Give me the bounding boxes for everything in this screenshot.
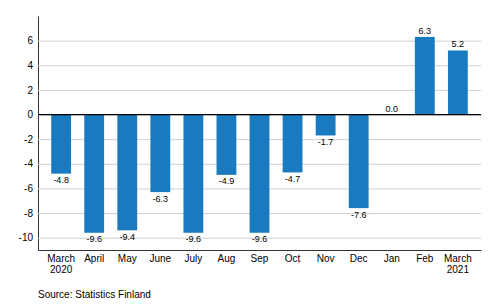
x-tick-label-line: Sep	[251, 253, 269, 264]
x-tick: Sep	[251, 250, 269, 264]
x-tick-label: July	[184, 253, 202, 264]
zero-line	[38, 114, 481, 115]
data-label: -1.7	[318, 137, 334, 147]
y-tick-label: -2	[24, 134, 33, 145]
data-label: 6.3	[419, 26, 432, 36]
data-label: 5.2	[452, 39, 465, 49]
bar	[183, 115, 203, 233]
x-tick: March2020	[47, 250, 75, 275]
y-tick: 6	[27, 35, 481, 46]
bar	[84, 115, 104, 233]
x-tick-label-line: May	[118, 253, 137, 264]
grid-line	[38, 90, 481, 91]
y-tick: 4	[27, 60, 481, 71]
bar	[349, 115, 369, 209]
source-note: Source: Statistics Finland	[38, 289, 151, 300]
x-tick-label: Sep	[251, 253, 269, 264]
bar	[250, 115, 270, 233]
x-tick: April	[84, 250, 104, 264]
x-axis-line	[39, 250, 482, 251]
x-tick-label-line: June	[149, 253, 171, 264]
x-tick: Nov	[317, 250, 335, 264]
x-tick: Jan	[384, 250, 400, 264]
data-label: -4.8	[53, 175, 69, 185]
data-labels: -4.8 -9.6 -9.4 -6.3 -9.6 -4.9 -9.6 -4.7 -1.7 -7.6…	[53, 26, 464, 244]
x-tick-label-line: Nov	[317, 253, 335, 264]
y-axis: -10 -8 -6 -4 -2 0 2 4 6	[19, 17, 481, 251]
y-tick-label: -4	[24, 158, 33, 169]
x-axis: March2020AprilMayJuneJulyAugSepOctNovDec…	[39, 250, 482, 275]
bar	[316, 115, 336, 136]
bar	[283, 115, 303, 173]
x-tick-label-line: Aug	[218, 253, 236, 264]
x-tick-label-line: July	[184, 253, 202, 264]
x-tick-label: March2021	[444, 253, 472, 275]
x-tick-label: May	[118, 253, 137, 264]
bar	[150, 115, 170, 193]
grid-line	[38, 65, 481, 66]
chart: -10-8-6-4-20246March2020AprilMayJuneJuly…	[0, 0, 493, 304]
y-tick: -10	[19, 232, 481, 243]
y-tick-label: 6	[27, 35, 33, 46]
x-tick: Aug	[218, 250, 236, 264]
y-tick-label: 2	[27, 85, 33, 96]
x-tick-label: Nov	[317, 253, 335, 264]
bar	[117, 115, 137, 231]
data-label: -4.7	[285, 174, 301, 184]
x-tick-label-line: March	[444, 253, 472, 264]
x-tick-label: Jan	[384, 253, 400, 264]
x-tick-label: Aug	[218, 253, 236, 264]
x-tick-label-line: April	[84, 253, 104, 264]
y-tick: 2	[27, 85, 481, 96]
x-tick-label: June	[149, 253, 171, 264]
y-axis-line	[38, 17, 39, 251]
bar	[217, 115, 237, 175]
data-label: -9.6	[186, 234, 202, 244]
data-label: -4.9	[219, 176, 235, 186]
plot: -10-8-6-4-20246March2020AprilMayJuneJuly…	[19, 17, 482, 276]
x-tick-label: Oct	[285, 253, 301, 264]
x-tick: Feb	[416, 250, 434, 264]
x-tick-label-line: 2021	[447, 264, 470, 275]
x-tick-label-line: 2020	[50, 264, 73, 275]
data-label: -7.6	[351, 210, 367, 220]
y-tick-label: -8	[24, 208, 33, 219]
y-tick-label: -10	[19, 232, 34, 243]
x-tick-label: Dec	[350, 253, 368, 264]
x-tick-label: April	[84, 253, 104, 264]
data-label: -9.6	[86, 234, 102, 244]
x-tick-label-line: March	[47, 253, 75, 264]
data-label: -6.3	[153, 194, 169, 204]
x-tick: Dec	[350, 250, 368, 264]
x-tick-label: Feb	[416, 253, 434, 264]
bar	[448, 50, 468, 114]
bars	[51, 37, 468, 233]
y-tick-label: -6	[24, 183, 33, 194]
x-tick-label-line: Dec	[350, 253, 368, 264]
x-tick-label-line: Oct	[285, 253, 301, 264]
grid-line	[38, 41, 481, 42]
x-tick-label-line: Jan	[384, 253, 400, 264]
x-tick-label: March2020	[47, 253, 75, 275]
x-tick: March2021	[444, 250, 472, 275]
x-tick-label-line: Feb	[416, 253, 434, 264]
x-tick: July	[184, 250, 202, 264]
y-tick-label: 4	[27, 60, 33, 71]
bar	[51, 115, 71, 174]
x-tick: May	[118, 250, 137, 264]
y-tick-label: 0	[27, 109, 33, 120]
x-tick: June	[149, 250, 171, 264]
data-label: -9.6	[252, 234, 268, 244]
x-tick: Oct	[285, 250, 301, 264]
data-label: -9.4	[120, 232, 136, 242]
data-label: 0.0	[385, 104, 398, 114]
bar	[415, 37, 435, 115]
